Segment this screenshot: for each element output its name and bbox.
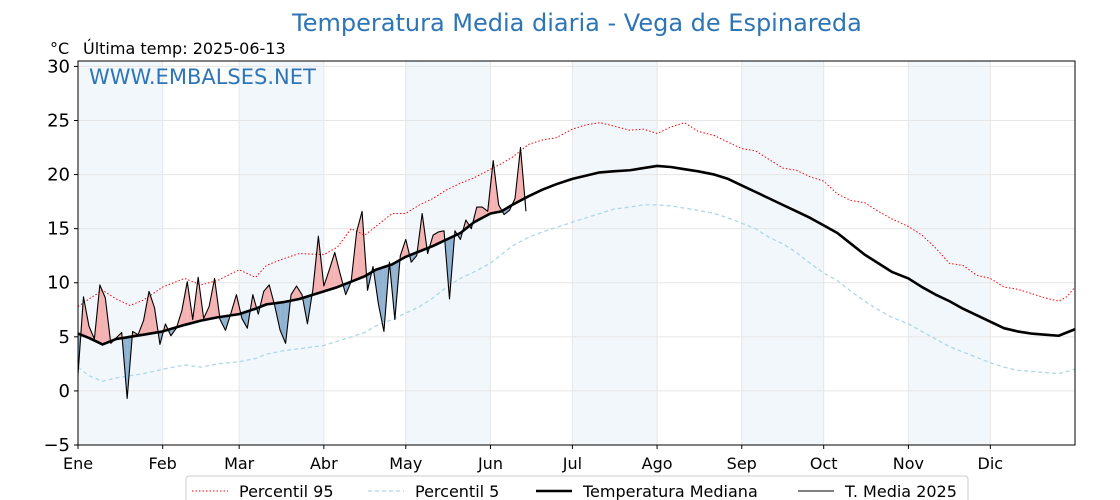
chart-title: Temperatura Media diaria - Vega de Espin…	[291, 9, 862, 37]
y-tick-label: 10	[47, 273, 70, 294]
y-tick-label: 15	[47, 219, 70, 240]
y-axis: −5 0 5 10 15 20 25 30	[43, 56, 78, 456]
anomaly-fill	[296, 285, 302, 300]
unit-label: °C	[50, 39, 69, 58]
anomaly-fill	[334, 252, 341, 288]
x-tick-label: Nov	[893, 454, 924, 473]
legend-box	[185, 475, 969, 500]
series-lines	[77, 122, 1076, 400]
legend: Percentil 95 Percentil 5 Temperatura Media…	[185, 475, 969, 500]
month-band	[572, 61, 658, 445]
y-tick-label: 30	[47, 56, 70, 77]
x-tick-label: Sep	[727, 454, 757, 473]
x-tick-label: Jul	[562, 454, 582, 473]
y-tick-label: −5	[43, 435, 70, 456]
anomaly-fill	[181, 281, 188, 326]
x-tick-label: Ene	[63, 454, 93, 473]
median-line	[77, 164, 1076, 346]
legend-label: T. Media 2025	[844, 482, 957, 500]
anomaly-fill	[378, 267, 384, 332]
watermark: WWW.EMBALSES.NET	[89, 65, 316, 89]
anomaly-fill	[241, 311, 248, 329]
y-tick-label: 25	[47, 110, 70, 131]
anomaly-fill	[209, 278, 215, 319]
last-temp-label: Última temp: 2025-06-13	[83, 39, 286, 58]
x-tick-label: Dic	[978, 454, 1004, 473]
y-tick-label: 20	[47, 165, 70, 186]
anomaly-fill	[329, 252, 335, 290]
x-tick-label: Jun	[477, 454, 503, 473]
month-band	[239, 61, 324, 445]
x-axis: Ene Feb Mar Abr May Jun Jul Ago Sep Oct Nov Dic	[63, 445, 1003, 473]
anomaly-fill	[149, 291, 155, 334]
month-band	[908, 61, 991, 445]
x-tick-label: Mar	[224, 454, 255, 473]
legend-label: Temperatura Mediana	[582, 482, 758, 500]
month-bands	[78, 61, 991, 445]
legend-label: Percentil 95	[239, 482, 334, 500]
y-tick-label: 5	[59, 327, 70, 348]
t2025-line	[77, 146, 527, 400]
x-tick-label: May	[389, 454, 422, 473]
month-band	[741, 61, 824, 445]
x-tick-label: Abr	[310, 454, 338, 473]
anomaly-fill	[143, 291, 150, 335]
legend-label: Percentil 5	[415, 482, 499, 500]
anomaly-fill	[433, 231, 439, 246]
plot-frame	[77, 60, 1076, 446]
x-tick-label: Oct	[810, 454, 838, 473]
month-band	[78, 61, 163, 445]
p5-line	[77, 204, 1076, 382]
y-tick-label: 0	[59, 381, 70, 402]
anomaly-fill	[99, 284, 106, 344]
anomaly-fill	[291, 285, 297, 301]
x-tick-label: Feb	[149, 454, 177, 473]
x-tick-label: Ago	[642, 454, 673, 473]
